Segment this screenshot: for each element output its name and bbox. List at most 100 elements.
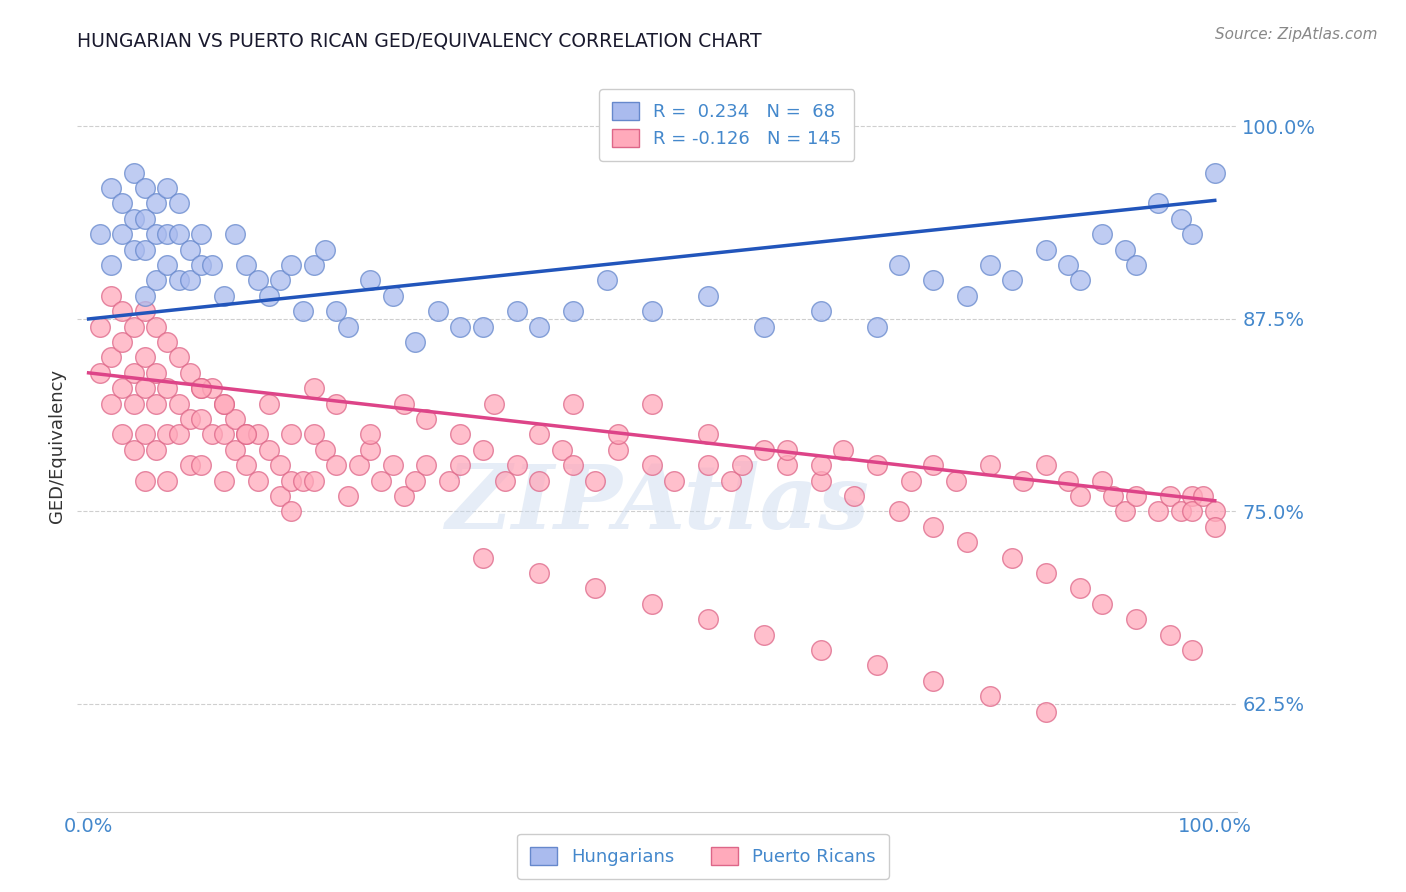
Point bbox=[336, 319, 359, 334]
Point bbox=[201, 258, 224, 272]
Point bbox=[134, 181, 156, 195]
Point bbox=[134, 243, 156, 257]
Point bbox=[167, 397, 190, 411]
Point bbox=[336, 489, 359, 503]
Point bbox=[325, 458, 347, 473]
Point bbox=[754, 442, 776, 457]
Point bbox=[122, 397, 145, 411]
Point bbox=[381, 289, 404, 303]
Point bbox=[302, 427, 325, 442]
Point bbox=[302, 381, 325, 395]
Point bbox=[190, 227, 212, 242]
Point bbox=[640, 304, 662, 318]
Point bbox=[179, 273, 201, 287]
Point bbox=[212, 427, 235, 442]
Point bbox=[134, 304, 156, 318]
Point bbox=[111, 334, 134, 349]
Point bbox=[889, 504, 911, 518]
Point bbox=[314, 243, 336, 257]
Point bbox=[1102, 489, 1125, 503]
Point bbox=[179, 366, 201, 380]
Point bbox=[776, 458, 799, 473]
Point bbox=[404, 474, 426, 488]
Point bbox=[212, 397, 235, 411]
Point bbox=[122, 243, 145, 257]
Point bbox=[1147, 196, 1170, 211]
Point bbox=[280, 427, 302, 442]
Point bbox=[224, 442, 246, 457]
Point bbox=[505, 304, 527, 318]
Point bbox=[212, 397, 235, 411]
Point bbox=[449, 458, 471, 473]
Point bbox=[1091, 227, 1114, 242]
Point bbox=[224, 412, 246, 426]
Point bbox=[145, 227, 167, 242]
Point bbox=[437, 474, 460, 488]
Point bbox=[122, 366, 145, 380]
Point bbox=[956, 535, 979, 549]
Point bbox=[145, 366, 167, 380]
Point bbox=[664, 474, 686, 488]
Point bbox=[1181, 643, 1204, 657]
Point bbox=[359, 442, 381, 457]
Point bbox=[527, 474, 550, 488]
Point bbox=[156, 181, 179, 195]
Point bbox=[1091, 597, 1114, 611]
Point bbox=[122, 442, 145, 457]
Point bbox=[156, 334, 179, 349]
Point bbox=[134, 351, 156, 365]
Point bbox=[179, 412, 201, 426]
Point bbox=[1012, 474, 1035, 488]
Point bbox=[100, 289, 122, 303]
Point bbox=[426, 304, 449, 318]
Point bbox=[1204, 166, 1226, 180]
Point bbox=[257, 397, 280, 411]
Point bbox=[404, 334, 426, 349]
Point bbox=[269, 489, 291, 503]
Point bbox=[922, 273, 945, 287]
Point bbox=[100, 351, 122, 365]
Point bbox=[956, 289, 979, 303]
Point bbox=[1069, 489, 1091, 503]
Point bbox=[1035, 243, 1057, 257]
Point bbox=[291, 304, 314, 318]
Point bbox=[134, 289, 156, 303]
Point bbox=[291, 474, 314, 488]
Point bbox=[190, 381, 212, 395]
Point bbox=[212, 289, 235, 303]
Point bbox=[100, 181, 122, 195]
Point bbox=[1204, 504, 1226, 518]
Point bbox=[1114, 504, 1136, 518]
Point bbox=[359, 273, 381, 287]
Point bbox=[246, 427, 269, 442]
Point bbox=[224, 227, 246, 242]
Point bbox=[697, 458, 720, 473]
Point bbox=[527, 566, 550, 580]
Point bbox=[122, 166, 145, 180]
Point bbox=[156, 427, 179, 442]
Y-axis label: GED/Equivalency: GED/Equivalency bbox=[48, 369, 66, 523]
Point bbox=[1147, 504, 1170, 518]
Point bbox=[494, 474, 516, 488]
Point bbox=[1170, 504, 1192, 518]
Point bbox=[392, 397, 415, 411]
Point bbox=[606, 442, 628, 457]
Point bbox=[1125, 489, 1147, 503]
Point bbox=[866, 319, 889, 334]
Point bbox=[482, 397, 505, 411]
Point bbox=[810, 458, 832, 473]
Point bbox=[201, 381, 224, 395]
Point bbox=[640, 597, 662, 611]
Point bbox=[527, 319, 550, 334]
Point bbox=[325, 304, 347, 318]
Point bbox=[471, 550, 494, 565]
Point bbox=[111, 227, 134, 242]
Point bbox=[1057, 474, 1080, 488]
Point bbox=[235, 427, 257, 442]
Point bbox=[1159, 489, 1181, 503]
Point bbox=[1181, 504, 1204, 518]
Point bbox=[1091, 474, 1114, 488]
Point bbox=[900, 474, 922, 488]
Point bbox=[167, 351, 190, 365]
Point bbox=[1125, 612, 1147, 626]
